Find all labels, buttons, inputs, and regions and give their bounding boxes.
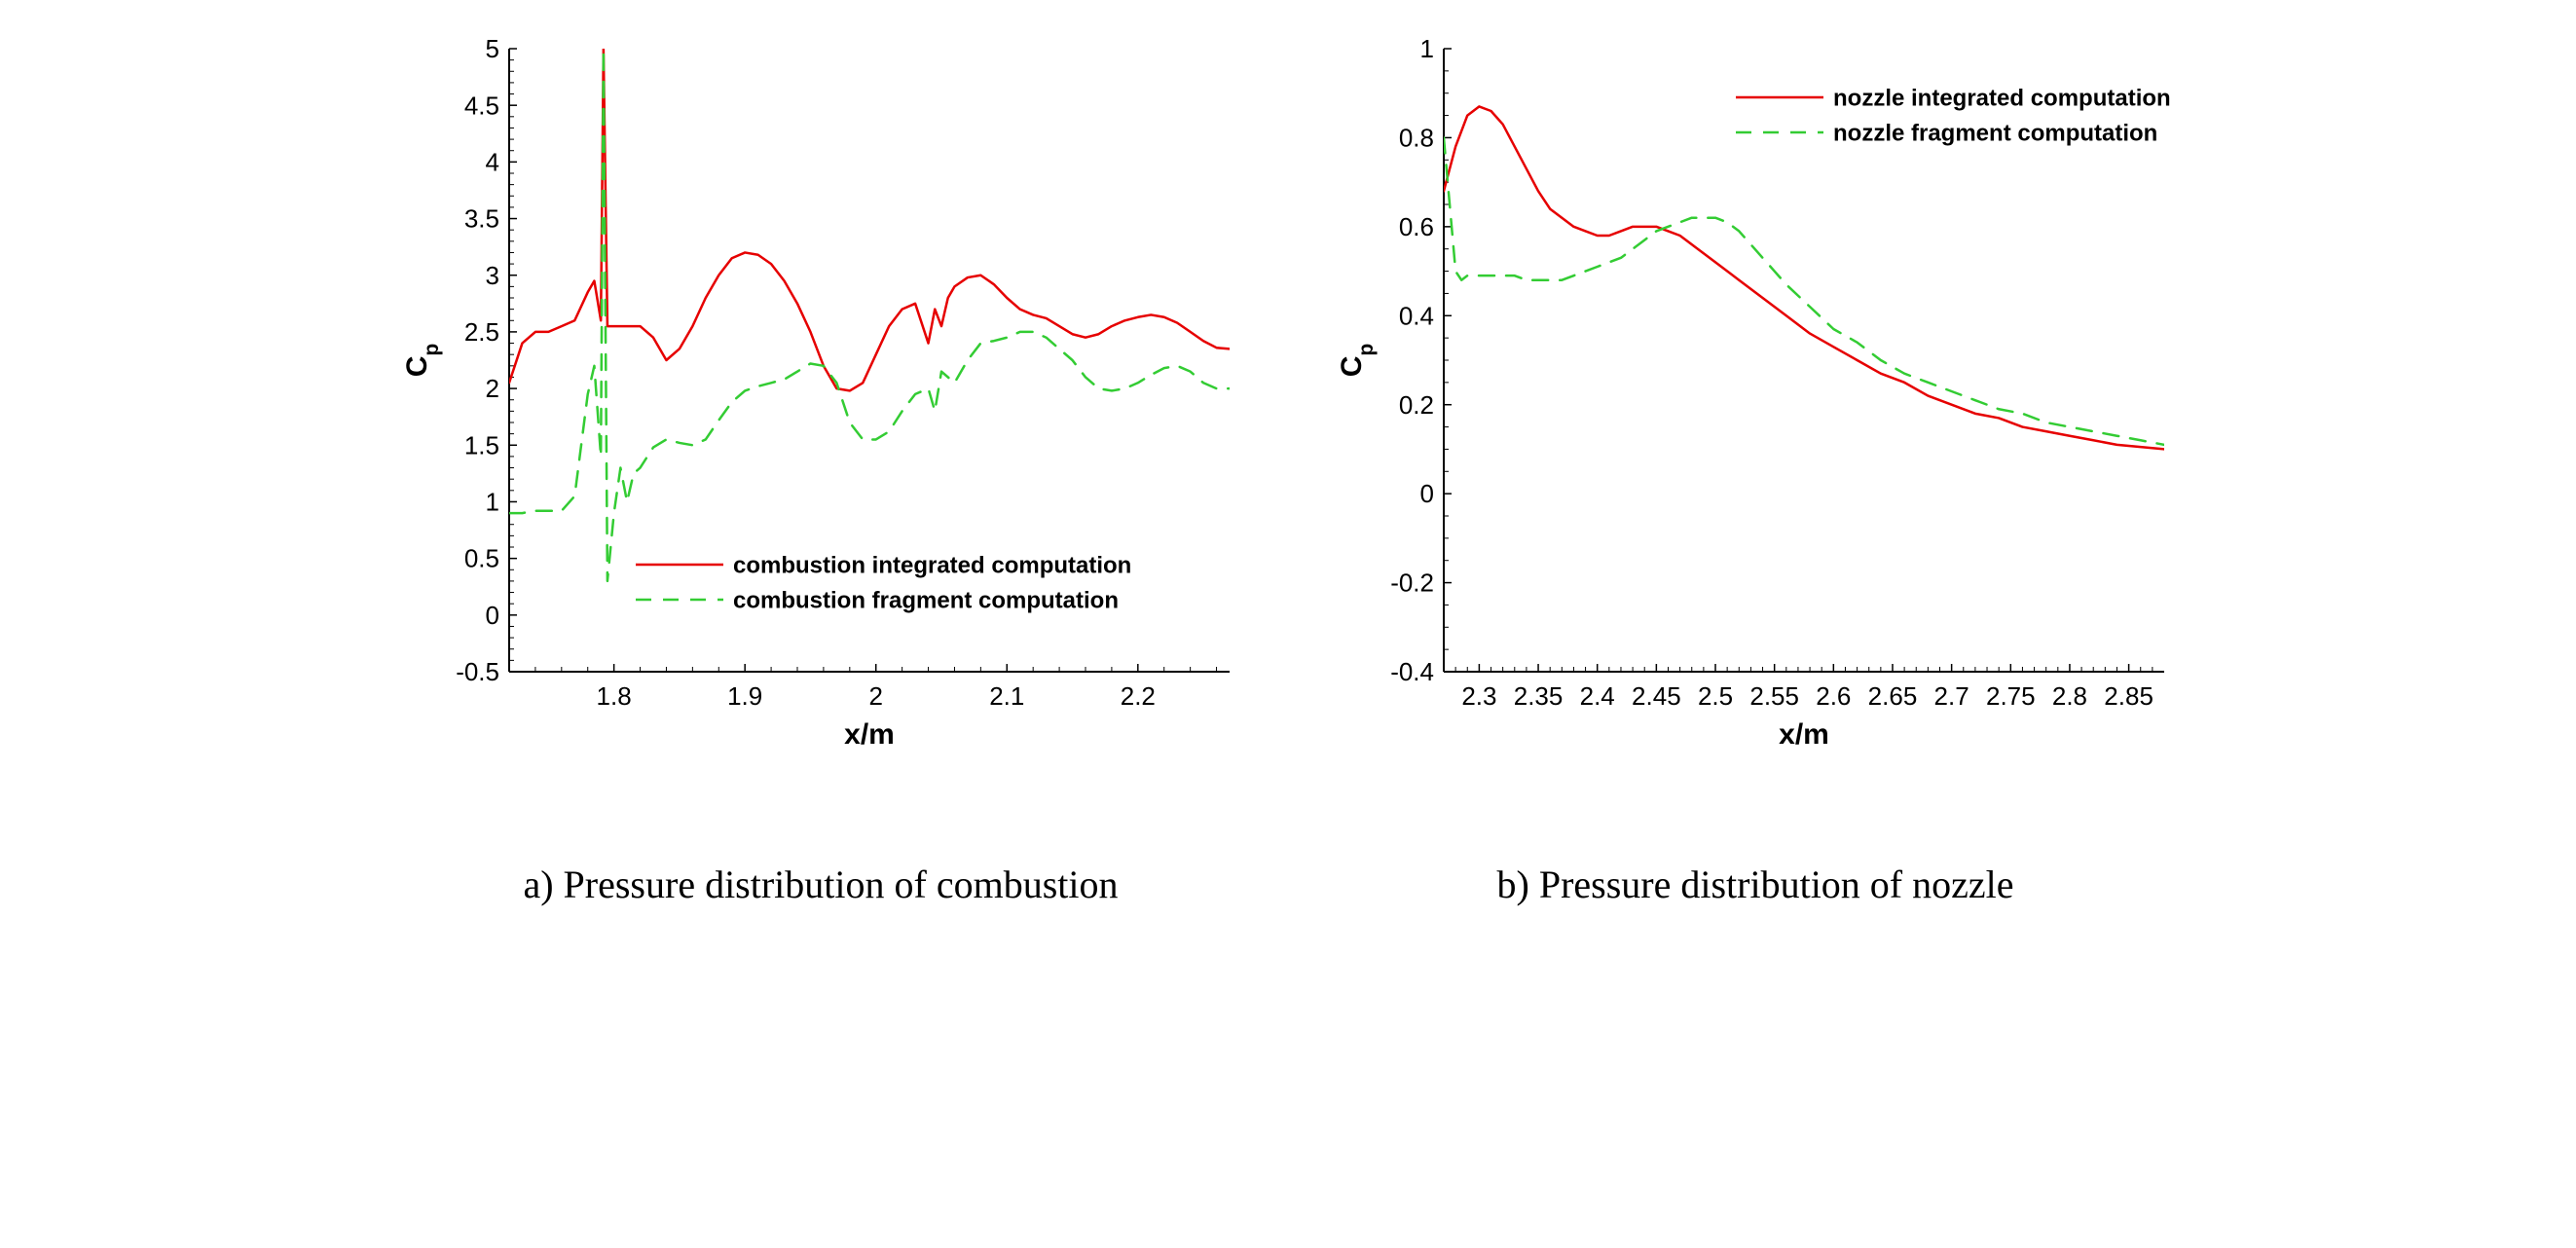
svg-text:2.35: 2.35 xyxy=(1514,681,1564,711)
svg-text:2: 2 xyxy=(868,681,882,711)
chart-nozzle-caption: b) Pressure distribution of nozzle xyxy=(1497,862,2014,907)
svg-text:3: 3 xyxy=(486,261,499,290)
svg-text:2.3: 2.3 xyxy=(1461,681,1496,711)
svg-text:2.1: 2.1 xyxy=(989,681,1024,711)
svg-text:2.5: 2.5 xyxy=(1698,681,1733,711)
svg-text:2.55: 2.55 xyxy=(1749,681,1799,711)
chart-combustion-box: 1.8 1.9 2 2.1 2.2 -0.5 0 0.5 1 1.5 2 2.5 3 3.5 4 4.5 5 x/… xyxy=(383,19,1259,764)
svg-text:-0.2: -0.2 xyxy=(1390,569,1434,598)
svg-text:0.8: 0.8 xyxy=(1399,124,1434,153)
chart-nozzle-box: 2.3 2.35 2.4 2.45 2.5 2.55 2.6 2.65 2.7 2.75 2.8 2.… xyxy=(1317,19,2193,764)
svg-text:0.6: 0.6 xyxy=(1399,212,1434,241)
svg-text:2.65: 2.65 xyxy=(1868,681,1918,711)
svg-text:3.5: 3.5 xyxy=(464,204,499,234)
svg-text:-0.4: -0.4 xyxy=(1390,657,1434,686)
svg-text:4.5: 4.5 xyxy=(464,91,499,120)
svg-text:2: 2 xyxy=(486,374,499,403)
svg-text:x/m: x/m xyxy=(1779,718,1829,751)
svg-text:1.5: 1.5 xyxy=(464,430,499,459)
svg-text:combustion fragment computatio: combustion fragment computation xyxy=(733,587,1119,613)
chart-combustion-svg: 1.8 1.9 2 2.1 2.2 -0.5 0 0.5 1 1.5 2 2.5 3 3.5 4 4.5 5 x/… xyxy=(383,19,1259,759)
svg-text:2.5: 2.5 xyxy=(464,317,499,347)
svg-text:0.5: 0.5 xyxy=(464,544,499,573)
svg-text:1: 1 xyxy=(1420,34,1434,63)
svg-text:2.4: 2.4 xyxy=(1580,681,1615,711)
svg-text:0: 0 xyxy=(1420,479,1434,508)
svg-text:2.2: 2.2 xyxy=(1121,681,1156,711)
svg-text:x/m: x/m xyxy=(844,718,895,751)
chart-nozzle-svg: 2.3 2.35 2.4 2.45 2.5 2.55 2.6 2.65 2.7 2.75 2.8 2.… xyxy=(1317,19,2193,759)
svg-text:nozzle fragment computation: nozzle fragment computation xyxy=(1833,120,2157,146)
chart-combustion-caption: a) Pressure distribution of combustion xyxy=(523,862,1118,907)
svg-text:1: 1 xyxy=(486,488,499,517)
chart-nozzle-wrapper: 2.3 2.35 2.4 2.45 2.5 2.55 2.6 2.65 2.7 2.75 2.8 2.… xyxy=(1317,19,2193,907)
svg-text:2.8: 2.8 xyxy=(2052,681,2087,711)
svg-text:1.8: 1.8 xyxy=(597,681,632,711)
svg-text:-0.5: -0.5 xyxy=(456,657,499,686)
svg-text:5: 5 xyxy=(486,34,499,63)
svg-text:0.2: 0.2 xyxy=(1399,390,1434,420)
svg-text:combustion integrated computat: combustion integrated computation xyxy=(733,552,1131,578)
svg-text:0: 0 xyxy=(486,601,499,630)
svg-text:0.4: 0.4 xyxy=(1399,301,1434,330)
svg-text:4: 4 xyxy=(486,147,499,176)
svg-text:1.9: 1.9 xyxy=(727,681,762,711)
svg-text:2.85: 2.85 xyxy=(2104,681,2153,711)
svg-text:2.45: 2.45 xyxy=(1632,681,1681,711)
svg-text:2.7: 2.7 xyxy=(1934,681,1969,711)
svg-text:2.6: 2.6 xyxy=(1816,681,1851,711)
chart-combustion-wrapper: 1.8 1.9 2 2.1 2.2 -0.5 0 0.5 1 1.5 2 2.5 3 3.5 4 4.5 5 x/… xyxy=(383,19,1259,907)
svg-text:nozzle integrated computation: nozzle integrated computation xyxy=(1833,85,2171,111)
charts-container: 1.8 1.9 2 2.1 2.2 -0.5 0 0.5 1 1.5 2 2.5 3 3.5 4 4.5 5 x/… xyxy=(19,19,2557,907)
svg-text:2.75: 2.75 xyxy=(1986,681,2036,711)
